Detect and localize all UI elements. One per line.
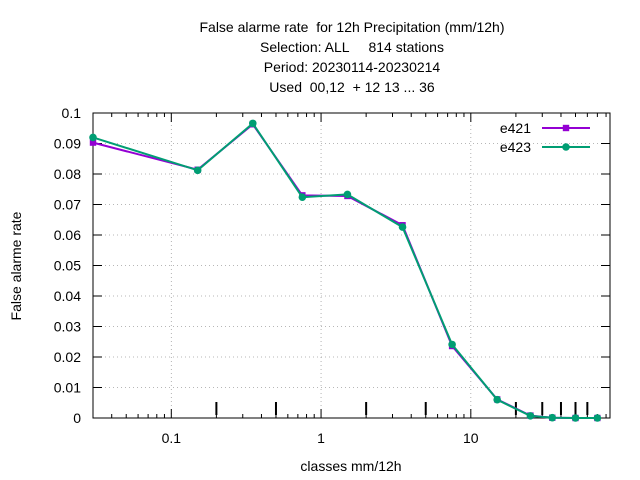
legend-marker-e423: [562, 143, 570, 151]
data-point-e423: [89, 133, 97, 142]
y-axis-label: False alarme rate: [8, 211, 24, 320]
y-tick-label: 0.02: [54, 349, 81, 365]
y-tick-label: 0.03: [54, 319, 81, 335]
legend: e421 e423: [500, 120, 590, 155]
data-point-e423: [248, 119, 257, 128]
series-lines: [89, 119, 602, 422]
data-point-e423: [571, 414, 580, 422]
x-tick-label: 10: [463, 430, 479, 446]
title-line: Selection: ALL 814 stations: [260, 39, 444, 55]
axis-ticks: 0 0.01 0.02 0.03 0.04 0.05 0.06 0.07 0.08 0.09 0.1…: [54, 105, 610, 446]
y-tick-label: 0.1: [62, 105, 82, 121]
plot-frame: [92, 112, 611, 419]
grid-lines: [93, 113, 610, 418]
y-tick-label: 0.08: [54, 166, 81, 182]
x-tick-label: 1: [317, 430, 325, 446]
chart-title: False alarme rate for 12h Precipitation …: [199, 19, 504, 95]
title-line: Used 00,12 + 12 13 ... 36: [269, 79, 435, 95]
data-point-e423: [448, 340, 456, 349]
y-tick-label: 0.09: [54, 136, 81, 152]
y-tick-label: 0: [73, 410, 81, 426]
x-tick-label: 0.1: [162, 430, 182, 446]
data-point-e423: [526, 412, 535, 420]
y-tick-label: 0.06: [54, 227, 81, 243]
data-point-e423: [493, 395, 501, 404]
y-tick-label: 0.05: [54, 258, 81, 274]
legend-marker-e421: [562, 124, 570, 132]
axis-labels: classes mm/12h False alarme rate: [8, 211, 402, 474]
data-point-e423: [193, 166, 202, 175]
legend-label-e421: e421: [500, 120, 531, 136]
data-point-e423: [593, 414, 602, 422]
title-line: False alarme rate for 12h Precipitation …: [199, 19, 504, 35]
legend-label-e423: e423: [500, 139, 531, 155]
x-axis-label: classes mm/12h: [300, 458, 401, 474]
y-tick-label: 0.07: [54, 197, 81, 213]
data-point-e423: [548, 413, 557, 422]
data-point-e421: [89, 139, 97, 146]
y-tick-label: 0.01: [54, 380, 81, 396]
y-tick-label: 0.04: [54, 288, 81, 304]
series-line-e423: [92, 121, 598, 419]
series-line-e421: [92, 122, 598, 419]
title-line: Period: 20230114-20230214: [264, 59, 441, 75]
data-point-e423: [298, 193, 307, 201]
data-point-e423: [398, 223, 407, 231]
data-point-e423: [343, 190, 352, 199]
